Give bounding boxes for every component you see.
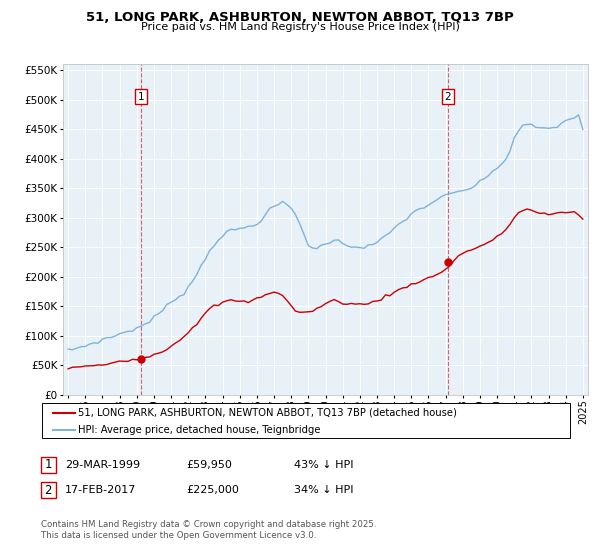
- Text: £225,000: £225,000: [186, 485, 239, 495]
- Text: HPI: Average price, detached house, Teignbridge: HPI: Average price, detached house, Teig…: [78, 424, 320, 435]
- Text: 17-FEB-2017: 17-FEB-2017: [65, 485, 136, 495]
- Text: This data is licensed under the Open Government Licence v3.0.: This data is licensed under the Open Gov…: [41, 531, 316, 540]
- Text: 29-MAR-1999: 29-MAR-1999: [65, 460, 140, 470]
- Text: 2: 2: [44, 483, 52, 497]
- Text: 2: 2: [445, 92, 451, 102]
- Text: Price paid vs. HM Land Registry's House Price Index (HPI): Price paid vs. HM Land Registry's House …: [140, 22, 460, 32]
- Text: 1: 1: [44, 458, 52, 472]
- Text: 43% ↓ HPI: 43% ↓ HPI: [294, 460, 353, 470]
- Text: 51, LONG PARK, ASHBURTON, NEWTON ABBOT, TQ13 7BP: 51, LONG PARK, ASHBURTON, NEWTON ABBOT, …: [86, 11, 514, 24]
- Text: 51, LONG PARK, ASHBURTON, NEWTON ABBOT, TQ13 7BP (detached house): 51, LONG PARK, ASHBURTON, NEWTON ABBOT, …: [78, 408, 457, 418]
- Text: 1: 1: [138, 92, 145, 102]
- Text: 34% ↓ HPI: 34% ↓ HPI: [294, 485, 353, 495]
- Text: £59,950: £59,950: [186, 460, 232, 470]
- Text: Contains HM Land Registry data © Crown copyright and database right 2025.: Contains HM Land Registry data © Crown c…: [41, 520, 376, 529]
